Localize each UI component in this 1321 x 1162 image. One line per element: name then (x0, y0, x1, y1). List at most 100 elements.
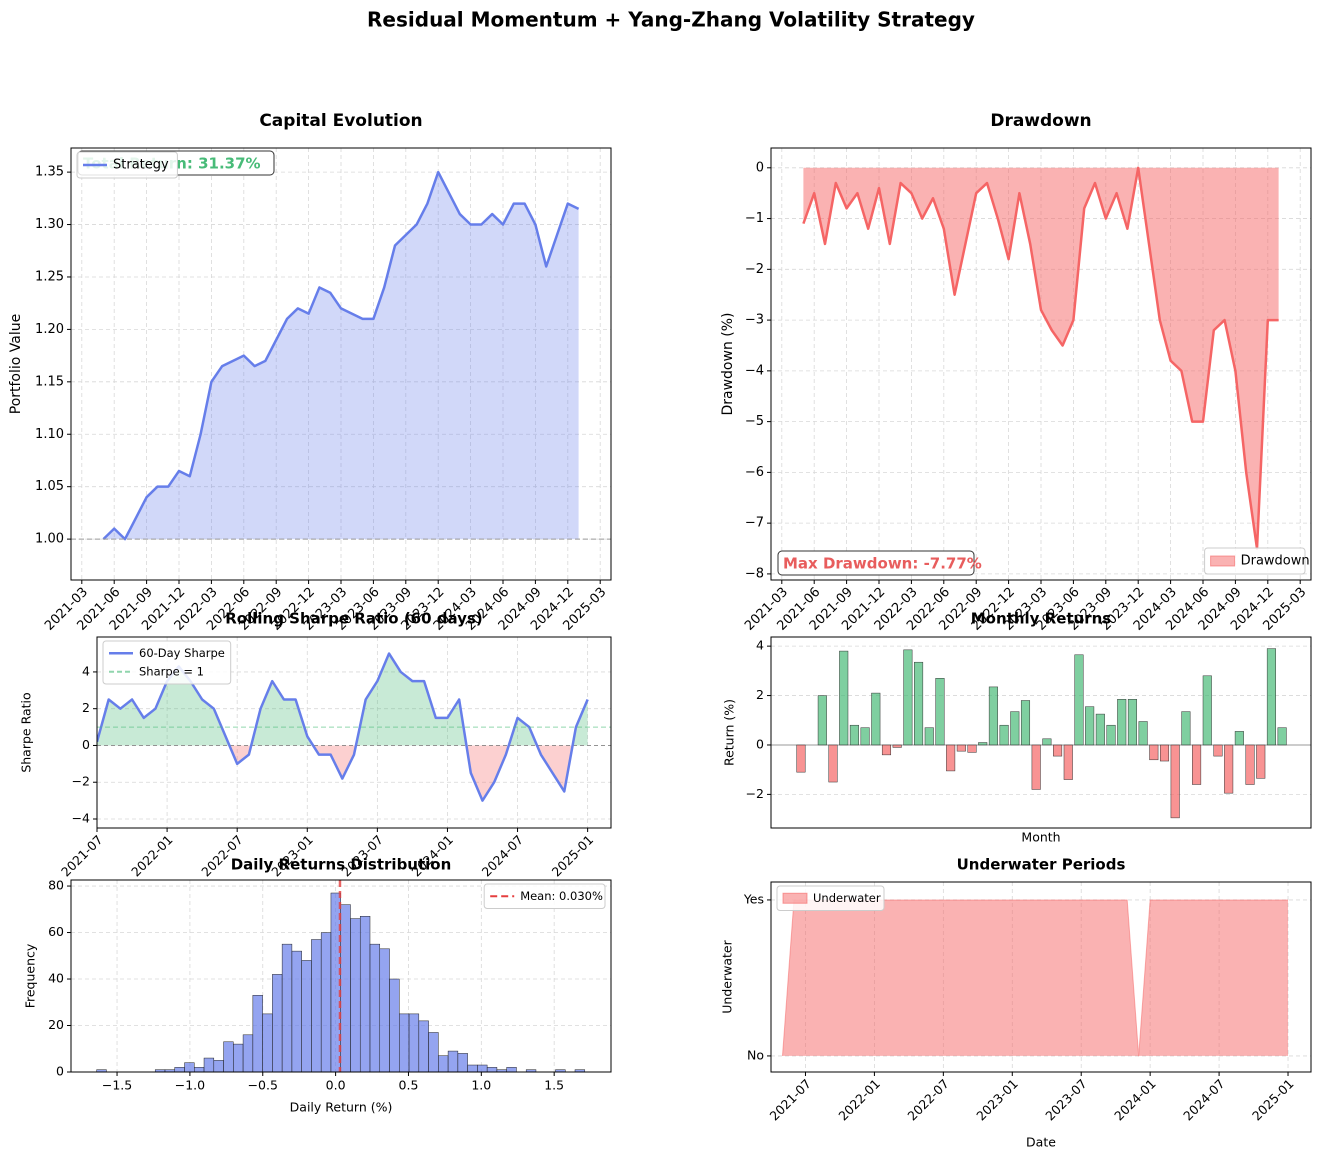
legend-swatch (782, 892, 808, 904)
bar (956, 744, 966, 752)
legend-box (776, 885, 885, 911)
bar (1213, 744, 1223, 757)
bar (1010, 711, 1020, 746)
y-tick-label: −8 (745, 566, 764, 581)
bar (988, 686, 998, 746)
histogram-bar (438, 1055, 449, 1072)
bar (903, 649, 913, 746)
y-axis-label: Return (%) (722, 699, 737, 766)
x-tick-label: 2024-07 (1180, 1076, 1228, 1124)
histogram-bar (320, 932, 332, 1072)
bar (914, 661, 924, 746)
histogram-bar (486, 1067, 498, 1072)
legend-label: Mean: 0.030% (520, 889, 603, 903)
histogram-bar (174, 1067, 185, 1072)
y-tick-label: 1.35 (35, 165, 64, 180)
y-axis-label: Sharpe Ratio (19, 692, 34, 772)
histogram-bar (252, 995, 263, 1072)
x-tick-label: 1.5 (544, 1078, 564, 1093)
x-tick-label: −1.0 (175, 1078, 205, 1093)
legend-label: Strategy (113, 158, 169, 173)
bar (946, 744, 956, 772)
histogram-bar (447, 1050, 459, 1072)
bar (871, 692, 881, 746)
x-tick-label: 2023-07 (1042, 1076, 1090, 1124)
histogram-bar (467, 1064, 478, 1072)
y-tick-label: Yes (743, 891, 764, 906)
y-tick-label: 1.20 (35, 322, 64, 337)
negative-area (229, 745, 573, 801)
x-tick-label: 0.5 (399, 1078, 419, 1093)
histogram-bar (389, 978, 400, 1072)
legend-label: 60-Day Sharpe (139, 646, 225, 660)
bar (1277, 727, 1287, 746)
x-tick-label: 2023-01 (973, 1076, 1021, 1124)
area (103, 172, 579, 540)
legend-label: Drawdown (1241, 554, 1310, 569)
x-tick-label: 2021-07 (58, 832, 106, 880)
bar (1138, 721, 1148, 746)
legend-box (76, 151, 178, 179)
y-tick-label: 1.05 (35, 479, 64, 494)
histogram-bar (223, 1041, 234, 1072)
y-tick-label: 4 (756, 638, 764, 653)
bar (924, 727, 934, 746)
histogram-bar (350, 918, 361, 1072)
area (782, 899, 1289, 1056)
bar (1224, 744, 1234, 794)
y-tick-label: 40 (48, 971, 64, 986)
bar (892, 744, 902, 748)
bar (849, 724, 859, 746)
x-tick-label: 0.0 (326, 1078, 346, 1093)
histogram-bar (359, 916, 371, 1072)
histogram-bar (233, 1043, 244, 1072)
histogram-bar (457, 1053, 468, 1072)
bar (1159, 744, 1170, 762)
panel-title: Monthly Returns (971, 610, 1112, 628)
histogram-bar (281, 943, 293, 1072)
bar (1095, 713, 1105, 746)
plot-frame (770, 881, 1312, 1073)
histogram-bar (399, 1013, 410, 1072)
histogram-bar (428, 1032, 439, 1072)
histogram-bar (203, 1057, 215, 1072)
histogram-bar (379, 948, 390, 1072)
histogram-bar (262, 1013, 273, 1072)
bar (999, 724, 1009, 746)
histogram-bar (184, 1062, 195, 1072)
histogram-bar (369, 943, 381, 1072)
bar (1170, 744, 1180, 819)
histogram-bar (408, 1013, 420, 1072)
y-tick-label: 2 (756, 687, 764, 702)
x-tick-label: 2024-07 (479, 832, 527, 880)
y-tick-label: 0 (756, 160, 764, 175)
histogram-bar (291, 950, 302, 1072)
plot-frame (70, 147, 612, 581)
y-tick-label: 2 (82, 700, 90, 715)
bar (1074, 654, 1084, 746)
plot-frame (96, 636, 612, 829)
bar (967, 744, 977, 753)
panel-title: Drawdown (990, 111, 1091, 131)
histogram-bar (477, 1064, 488, 1072)
bar (828, 744, 838, 783)
bar (1031, 744, 1041, 790)
x-tick-label: 2022-07 (904, 1076, 952, 1124)
y-tick-label: 20 (48, 1017, 64, 1032)
legend-label: Underwater (813, 891, 881, 905)
y-tick-label: −1 (745, 211, 764, 226)
y-tick-label: −4 (745, 363, 764, 378)
bar (1042, 738, 1052, 746)
x-axis-label: Daily Return (%) (290, 1100, 393, 1115)
panel-title: Underwater Periods (957, 856, 1126, 874)
bar (1020, 700, 1031, 746)
y-tick-label: −4 (72, 810, 90, 825)
legend-box (483, 883, 606, 909)
y-tick-label: 1.25 (35, 269, 64, 284)
bar (1181, 711, 1191, 746)
bar (1117, 699, 1127, 746)
y-tick-label: −6 (745, 465, 764, 480)
bar (1149, 744, 1159, 761)
panel-title: Rolling Sharpe Ratio (60 days) (225, 610, 482, 628)
histogram-bar (213, 1060, 224, 1072)
